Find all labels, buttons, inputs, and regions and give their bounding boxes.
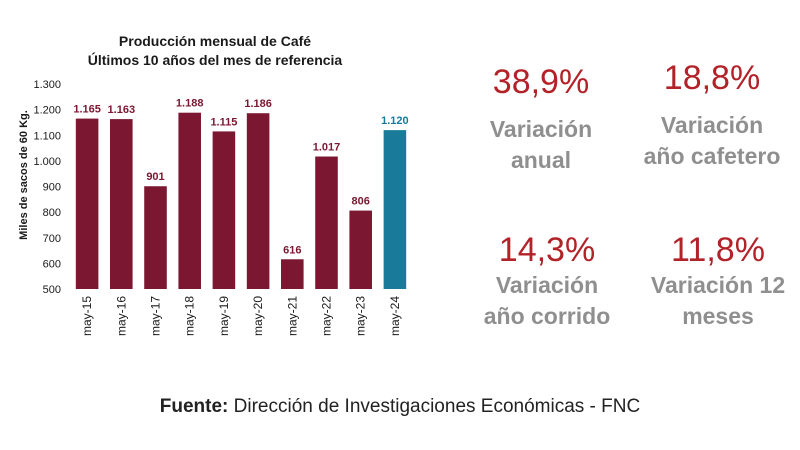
- stat-label: anual: [510, 147, 572, 173]
- bar: [110, 119, 133, 289]
- bar: [383, 130, 407, 289]
- data-label: 1.163: [108, 104, 136, 116]
- y-tick-label: 700: [43, 233, 61, 245]
- x-tick-label: may-21: [285, 296, 299, 336]
- stat-value: 11,8%: [671, 231, 765, 269]
- y-axis-title: Miles de sacos de 60 Kg.: [18, 110, 30, 240]
- x-tick-label: may-15: [80, 296, 94, 336]
- data-label: 1.017: [313, 142, 341, 154]
- stat-value: 38,9%: [492, 63, 590, 101]
- bar: [281, 259, 304, 289]
- bar: [315, 156, 338, 289]
- x-tick-label: may-20: [251, 296, 265, 336]
- data-label: 901: [146, 171, 164, 183]
- stat-value: 18,8%: [663, 59, 761, 97]
- x-tick-label: may-24: [388, 296, 402, 336]
- x-tick-label: may-16: [114, 296, 128, 336]
- data-label: 1.115: [210, 116, 237, 128]
- bar-chart: Producción mensual de Café Últimos 10 añ…: [18, 33, 409, 336]
- y-tick-label: 900: [43, 182, 61, 194]
- source-note: Fuente: Dirección de Investigaciones Eco…: [0, 396, 800, 418]
- chart-title: Producción mensual de Café: [119, 33, 311, 49]
- stat-value: 14,3%: [498, 231, 596, 269]
- y-tick-label: 1.100: [33, 130, 61, 142]
- source-text: Dirección de Investigaciones Económicas …: [233, 396, 641, 417]
- y-tick-label: 800: [43, 207, 61, 219]
- stat-label: meses: [682, 303, 754, 329]
- y-tick-label: 1.300: [33, 79, 61, 91]
- stat-label: Variación: [660, 112, 764, 138]
- bar: [246, 113, 270, 290]
- stat-variacion-anual: 38,9% Variación anual: [456, 62, 626, 176]
- stat-label: año corrido: [483, 303, 611, 329]
- stat-variacion-ano-corrido: 14,3% Variación año corrido: [462, 230, 632, 332]
- y-tick-label: 1.000: [33, 156, 61, 168]
- bar: [178, 112, 201, 289]
- bar: [212, 131, 236, 289]
- y-tick-label: 500: [43, 284, 61, 296]
- x-tick-label: may-18: [183, 296, 197, 336]
- data-label: 1.188: [176, 98, 204, 110]
- y-tick-label: 1.200: [33, 105, 61, 117]
- y-tick-label: 600: [43, 258, 61, 270]
- x-tick-label: may-23: [354, 296, 368, 336]
- x-tick-label: may-17: [149, 296, 163, 336]
- bar: [349, 210, 372, 289]
- data-label: 1.120: [381, 115, 409, 127]
- stat-label: Variación: [489, 116, 593, 142]
- chart-subtitle: Últimos 10 años del mes de referencia: [88, 51, 343, 68]
- data-label: 1.165: [73, 104, 101, 116]
- data-label: 1.186: [244, 98, 272, 110]
- stat-label: año cafetero: [643, 143, 781, 169]
- data-label: 616: [283, 244, 301, 256]
- stat-label: Variación 12: [650, 272, 786, 298]
- bar: [75, 118, 99, 289]
- x-tick-label: may-22: [320, 296, 334, 336]
- stat-variacion-ano-cafetero: 18,8% Variación año cafetero: [627, 58, 797, 172]
- bar: [144, 186, 167, 289]
- stat-label: Variación: [495, 272, 599, 298]
- data-label: 806: [352, 196, 370, 208]
- source-label: Fuente:: [159, 396, 229, 417]
- x-tick-label: may-19: [217, 296, 231, 336]
- stat-variacion-12-meses: 11,8% Variación 12 meses: [633, 230, 800, 332]
